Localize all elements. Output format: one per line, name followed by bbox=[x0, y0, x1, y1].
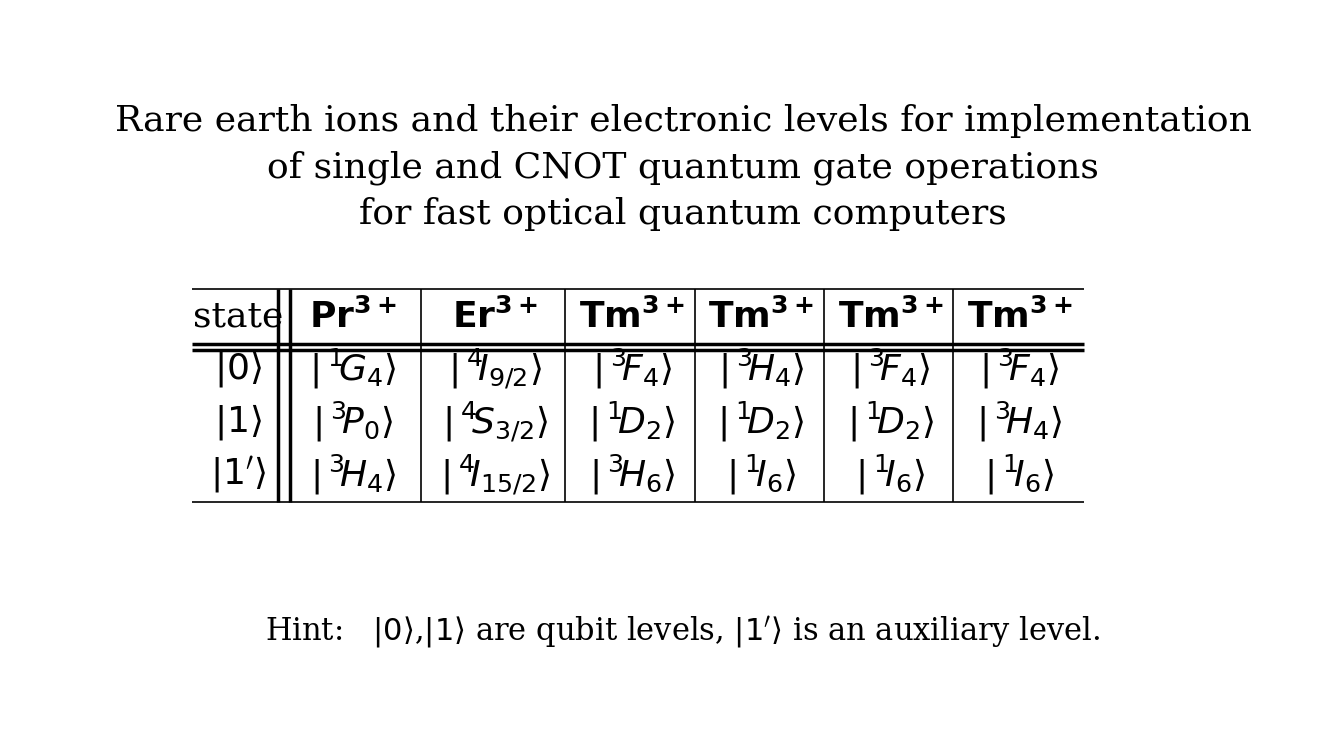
Text: $|1'\rangle$: $|1'\rangle$ bbox=[209, 454, 267, 495]
Text: $\mathbf{Tm^{3+}}$: $\mathbf{Tm^{3+}}$ bbox=[837, 298, 942, 334]
Text: $|1\rangle$: $|1\rangle$ bbox=[213, 402, 261, 442]
Text: $|\,{}^{3}\!P_{0}\rangle$: $|\,{}^{3}\!P_{0}\rangle$ bbox=[312, 400, 393, 444]
Text: $\mathbf{Pr^{3+}}$: $\mathbf{Pr^{3+}}$ bbox=[309, 298, 397, 334]
Text: $|\,{}^{1}\!G_{4}\rangle$: $|\,{}^{1}\!G_{4}\rangle$ bbox=[309, 347, 397, 392]
Text: $|\,{}^{3}\!H_{4}\rangle$: $|\,{}^{3}\!H_{4}\rangle$ bbox=[717, 347, 805, 392]
Text: $|\,{}^{4}\!I_{9/2}\rangle$: $|\,{}^{4}\!I_{9/2}\rangle$ bbox=[448, 347, 543, 392]
Text: $|\,{}^{1}\!I_{6}\rangle$: $|\,{}^{1}\!I_{6}\rangle$ bbox=[856, 453, 925, 497]
Text: $\mathbf{Tm^{3+}}$: $\mathbf{Tm^{3+}}$ bbox=[580, 298, 685, 334]
Text: $\mathbf{Er^{3+}}$: $\mathbf{Er^{3+}}$ bbox=[452, 298, 539, 334]
Text: $|\,{}^{1}\!I_{6}\rangle$: $|\,{}^{1}\!I_{6}\rangle$ bbox=[726, 453, 796, 497]
Text: state: state bbox=[193, 299, 283, 333]
Text: $|\,{}^{3}\!H_{6}\rangle$: $|\,{}^{3}\!H_{6}\rangle$ bbox=[589, 453, 676, 497]
Text: $|0\rangle$: $|0\rangle$ bbox=[213, 349, 261, 389]
Text: $|\,{}^{3}\!F_{4}\rangle$: $|\,{}^{3}\!F_{4}\rangle$ bbox=[850, 347, 930, 392]
Text: $\mathbf{Tm^{3+}}$: $\mathbf{Tm^{3+}}$ bbox=[966, 298, 1072, 334]
Text: $|\,{}^{1}\!D_{2}\rangle$: $|\,{}^{1}\!D_{2}\rangle$ bbox=[717, 400, 805, 444]
Text: $\mathbf{Tm^{3+}}$: $\mathbf{Tm^{3+}}$ bbox=[708, 298, 814, 334]
Text: Hint:   $|0\rangle$,$|1\rangle$ are qubit levels, $|1'\rangle$ is an auxiliary l: Hint: $|0\rangle$,$|1\rangle$ are qubit … bbox=[265, 615, 1101, 651]
Text: $|\,{}^{1}\!I_{6}\rangle$: $|\,{}^{1}\!I_{6}\rangle$ bbox=[984, 453, 1054, 497]
Text: $|\,{}^{3}\!H_{4}\rangle$: $|\,{}^{3}\!H_{4}\rangle$ bbox=[976, 400, 1062, 444]
Text: $|\,{}^{3}\!F_{4}\rangle$: $|\,{}^{3}\!F_{4}\rangle$ bbox=[592, 347, 672, 392]
Text: $|\,{}^{3}\!F_{4}\rangle$: $|\,{}^{3}\!F_{4}\rangle$ bbox=[980, 347, 1060, 392]
Text: $|\,{}^{4}\!S_{3/2}\rangle$: $|\,{}^{4}\!S_{3/2}\rangle$ bbox=[443, 400, 548, 444]
Text: $|\,{}^{3}\!H_{4}\rangle$: $|\,{}^{3}\!H_{4}\rangle$ bbox=[309, 453, 396, 497]
Text: Rare earth ions and their electronic levels for implementation
of single and CNO: Rare earth ions and their electronic lev… bbox=[115, 104, 1252, 231]
Text: $|\,{}^{1}\!D_{2}\rangle$: $|\,{}^{1}\!D_{2}\rangle$ bbox=[846, 400, 934, 444]
Text: $|\,{}^{1}\!D_{2}\rangle$: $|\,{}^{1}\!D_{2}\rangle$ bbox=[588, 400, 676, 444]
Text: $|\,{}^{4}\!I_{15/2}\rangle$: $|\,{}^{4}\!I_{15/2}\rangle$ bbox=[440, 453, 551, 497]
